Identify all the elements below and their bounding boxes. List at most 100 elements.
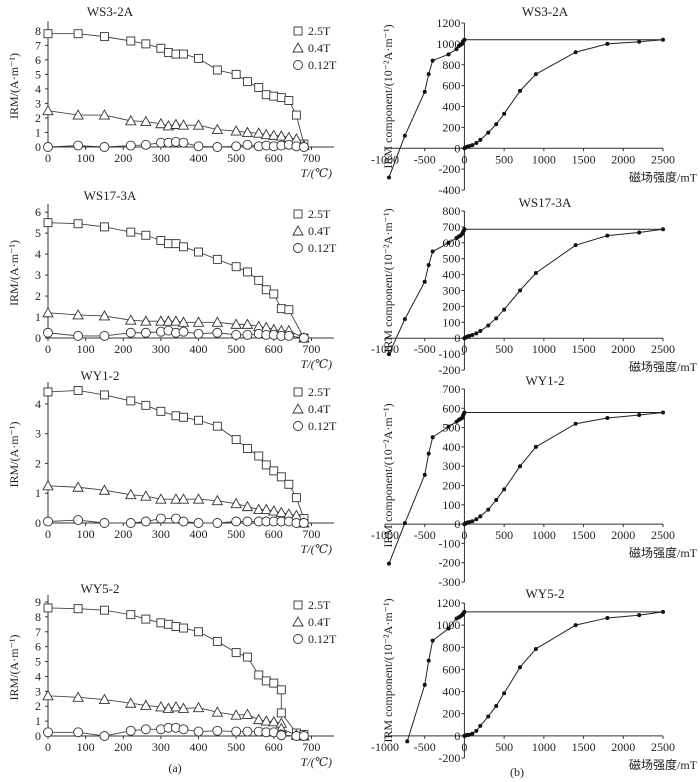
y-tick-label: 0 [454,141,460,155]
data-point-circle [231,516,242,527]
y-tick-label: -200 [438,162,460,176]
data-point-circle [212,327,223,338]
y-tick-label: 1 [35,310,41,324]
x-tick-label: 0 [461,740,467,754]
data-point-triangle [241,318,254,329]
x-tick-label: 0 [45,151,51,165]
data-point-square [212,636,222,646]
data-point-square [269,91,279,101]
x-tick-label: 100 [77,527,95,541]
data-point-square [163,619,173,629]
x-tick-label: 300 [152,740,170,754]
legend-marker [293,243,303,253]
data-point-triangle [155,701,167,712]
data-point-circle [178,724,189,735]
y-tick-label: 4 [35,669,41,683]
data-point-circle [298,142,309,152]
y-tick-label: 0 [454,331,460,345]
data-point [533,72,538,77]
x-tick-label: 300 [152,342,170,356]
legend-marker [292,403,304,414]
y-tick-label: -200 [438,751,460,765]
x-tick-label: 700 [302,342,320,356]
data-point [467,333,472,338]
data-point-triangle [125,314,137,325]
data-point-square [254,83,264,92]
data-point [467,144,472,149]
x-tick-label: 100 [77,740,95,754]
x-tick-label: 0 [45,342,51,356]
data-point [486,323,491,328]
y-tick-label: 5 [35,226,41,240]
chart-title: WS3-2A [87,4,134,19]
data-point-circle [99,731,110,741]
x-tick-label: 700 [302,527,320,541]
data-point-triangle [42,104,54,116]
data-point-square [269,678,279,688]
data-point-triangle [170,118,182,129]
data-point-square [231,262,241,272]
data-point [637,413,642,418]
x-tick-label: 600 [265,342,283,356]
data-point-square [261,676,271,686]
x-tick-label: 400 [190,342,208,356]
chart-title: WY1-2 [81,368,120,383]
data-point-triangle [211,123,224,135]
data-point-circle [43,516,53,527]
data-point-square [194,247,203,257]
data-point-triangle [177,119,190,130]
data-point-triangle [125,488,137,500]
data-point-triangle [211,706,224,717]
data-point-square [194,415,203,425]
y-tick-label: -200 [438,556,460,570]
y-tick-label: 0 [35,729,41,743]
y-tick-label: 1000 [436,37,460,51]
data-point-triangle [260,128,273,140]
data-point-square [99,605,109,615]
y-tick-label: -200 [438,363,460,377]
y-axis-label: IRM/(A·m⁻¹) [7,635,21,701]
data-point-square [99,390,109,400]
data-point-square [156,43,166,53]
data-point-circle [155,513,166,524]
x-tick-label: 200 [114,740,132,754]
data-point-circle [140,139,151,150]
data-point [518,464,523,469]
data-point [426,658,431,663]
data-point [454,616,459,621]
legend-label: 0.12T [308,419,337,433]
x-tick-label: 1000 [532,528,556,542]
data-point-circle [43,142,53,152]
data-point-circle [212,142,223,152]
data-point-triangle [252,127,265,138]
data-point-square [73,219,83,229]
y-tick-label: 1 [35,125,41,139]
x-axis-label: T/(℃) [301,357,332,371]
data-point [467,732,472,737]
data-point [402,317,407,322]
series-line [464,228,664,339]
data-point-triangle [192,316,205,327]
data-point-square [254,670,264,680]
data-point [605,615,610,620]
data-point-circle [193,518,204,528]
data-point [430,249,435,254]
data-point-square [141,614,151,624]
y-tick-label: 6 [35,640,41,654]
data-point-triangle [125,114,137,126]
x-tick-label: 500 [495,528,513,542]
data-point-triangle [241,500,254,512]
legend-marker [293,209,303,219]
data-point [478,329,483,334]
data-point-triangle [230,318,242,329]
series-2.5t [43,603,309,739]
data-point-square [276,708,286,718]
y-tick-label: 200 [442,120,460,134]
x-tick-label: 2500 [651,152,675,166]
y-tick-label: 6 [35,53,41,67]
data-point-square [291,493,301,503]
data-point-triangle [98,109,111,120]
data-point-square [141,230,151,240]
data-point [478,137,483,142]
chart-wy1-2: WY1-2 0 100 200 300 400 500 600 700 0 1 2 3 4 T/(℃) IRM… [7,368,337,556]
